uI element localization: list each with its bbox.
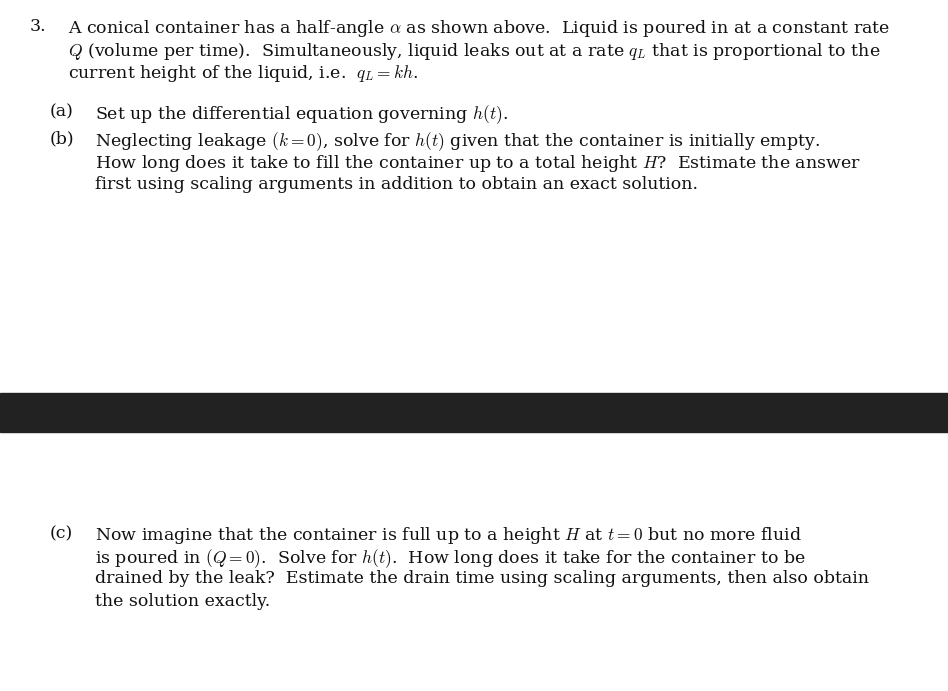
- Bar: [0, 393, 948, 432]
- Text: Now imagine that the container is full up to a height $H$ at $t = 0$ but no more: Now imagine that the container is full u…: [95, 525, 802, 546]
- Text: How long does it take to fill the container up to a total height $H$?  Estimate : How long does it take to fill the contai…: [95, 153, 861, 174]
- Text: the solution exactly.: the solution exactly.: [95, 592, 270, 609]
- Text: Set up the differential equation governing $h(t)$.: Set up the differential equation governi…: [95, 104, 508, 126]
- Text: current height of the liquid, i.e.  $q_L = kh$.: current height of the liquid, i.e. $q_L …: [68, 63, 418, 84]
- Text: drained by the leak?  Estimate the drain time using scaling arguments, then also: drained by the leak? Estimate the drain …: [95, 570, 869, 587]
- Text: is poured in $(Q = 0)$.  Solve for $h(t)$.  How long does it take for the contai: is poured in $(Q = 0)$. Solve for $h(t)$…: [95, 547, 806, 570]
- Text: (c): (c): [50, 525, 73, 542]
- Text: $Q$ (volume per time).  Simultaneously, liquid leaks out at a rate $q_L$ that is: $Q$ (volume per time). Simultaneously, l…: [68, 41, 881, 61]
- Text: (b): (b): [50, 131, 75, 147]
- Text: A conical container has a half-angle $\alpha$ as shown above.  Liquid is poured : A conical container has a half-angle $\a…: [68, 18, 890, 39]
- Text: (a): (a): [50, 104, 74, 120]
- Text: Neglecting leakage $(k = 0)$, solve for $h(t)$ given that the container is initi: Neglecting leakage $(k = 0)$, solve for …: [95, 131, 820, 153]
- Text: 3.: 3.: [30, 18, 46, 35]
- Text: first using scaling arguments in addition to obtain an exact solution.: first using scaling arguments in additio…: [95, 176, 698, 193]
